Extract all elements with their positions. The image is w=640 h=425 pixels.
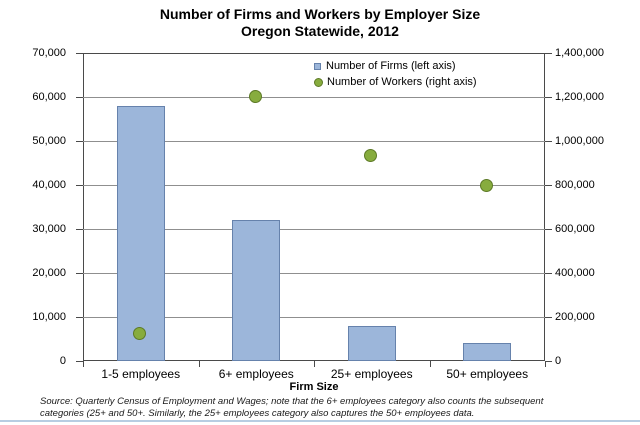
x-axis-tick-label: 50+ employees <box>446 367 529 381</box>
gridline <box>83 185 545 186</box>
right-axis-tick-label: 200,000 <box>555 311 595 323</box>
legend-item-firms: Number of Firms (left axis) <box>314 58 477 74</box>
right-axis-tick-label: 600,000 <box>555 223 595 235</box>
x-axis-tick-label: 6+ employees <box>218 367 294 381</box>
right-axis-tick <box>545 317 552 318</box>
x-axis-tick <box>314 361 315 367</box>
right-axis-tick <box>545 273 552 274</box>
bar-number-of-firms <box>463 343 512 361</box>
left-axis-tick <box>76 185 83 186</box>
left-axis-tick-label: 10,000 <box>32 311 66 323</box>
dot-number-of-workers <box>479 178 493 192</box>
x-axis-tick <box>198 361 200 367</box>
x-axis-tick <box>83 361 84 367</box>
bar-number-of-firms <box>232 220 281 361</box>
left-axis-tick <box>76 141 83 142</box>
left-axis-tick <box>76 53 83 54</box>
left-axis-tick <box>76 229 83 230</box>
left-axis-tick-label: 60,000 <box>32 91 66 103</box>
right-axis-tick <box>545 141 552 142</box>
right-axis-tick <box>545 53 552 54</box>
left-axis-tick <box>76 273 83 274</box>
left-axis-tick-label: 40,000 <box>32 179 66 191</box>
right-axis-tick-label: 1,000,000 <box>555 135 604 147</box>
chart-title: Number of Firms and Workers by Employer … <box>159 6 481 22</box>
legend: Number of Firms (left axis) Number of Wo… <box>314 58 477 90</box>
legend-label-workers: Number of Workers (right axis) <box>327 76 477 88</box>
source-note-line1: Source: Quarterly Census of Employment a… <box>40 396 544 407</box>
left-axis-tick-label: 50,000 <box>32 135 66 147</box>
plot-area <box>83 53 545 361</box>
dot-number-of-workers <box>364 148 378 162</box>
firms-square-icon <box>314 62 321 70</box>
right-axis-tick <box>545 229 552 230</box>
left-axis-tick <box>76 97 83 98</box>
workers-circle-icon <box>314 77 323 87</box>
left-axis-tick-label: 70,000 <box>32 47 66 59</box>
legend-item-workers: Number of Workers (right axis) <box>314 74 477 90</box>
x-axis-tick-label: 25+ employees <box>330 367 413 381</box>
source-note: Source: Quarterly Census of Employment a… <box>40 396 600 419</box>
page-bottom-rule <box>0 420 640 422</box>
chart-title-block: Number of Firms and Workers by Employer … <box>0 6 640 40</box>
left-axis-tick-label: 0 <box>59 355 66 367</box>
x-axis-title: Firm Size <box>289 381 339 393</box>
gridline <box>83 229 545 230</box>
bar-number-of-firms <box>116 105 165 361</box>
gridline <box>83 317 545 318</box>
gridline <box>83 141 545 142</box>
right-axis-tick-label: 1,200,000 <box>555 91 604 103</box>
gridline <box>83 97 545 98</box>
dot-number-of-workers <box>248 89 262 103</box>
x-axis-tick-label: 1-5 employees <box>101 367 181 381</box>
left-axis-tick-label: 20,000 <box>32 267 66 279</box>
right-axis-tick-label: 0 <box>555 355 562 367</box>
dot-number-of-workers <box>133 327 147 341</box>
bar-number-of-firms <box>347 325 396 361</box>
x-axis-tick <box>545 361 546 367</box>
right-axis-tick <box>545 185 552 186</box>
left-axis-tick-label: 30,000 <box>32 223 66 235</box>
chart-subtitle: Oregon Statewide, 2012 <box>241 23 399 39</box>
gridline <box>83 273 545 274</box>
left-axis-tick <box>76 361 83 362</box>
right-axis-tick <box>545 361 552 362</box>
legend-label-firms: Number of Firms (left axis) <box>326 60 456 72</box>
right-axis-tick-label: 800,000 <box>555 179 595 191</box>
right-axis-tick-label: 1,400,000 <box>555 47 604 59</box>
left-axis-tick <box>76 317 83 318</box>
x-axis-tick <box>429 361 431 367</box>
right-axis-tick-label: 400,000 <box>555 267 595 279</box>
source-note-line2: categories (25+ and 50+. Similarly, the … <box>40 407 475 419</box>
right-axis-tick <box>545 97 552 98</box>
